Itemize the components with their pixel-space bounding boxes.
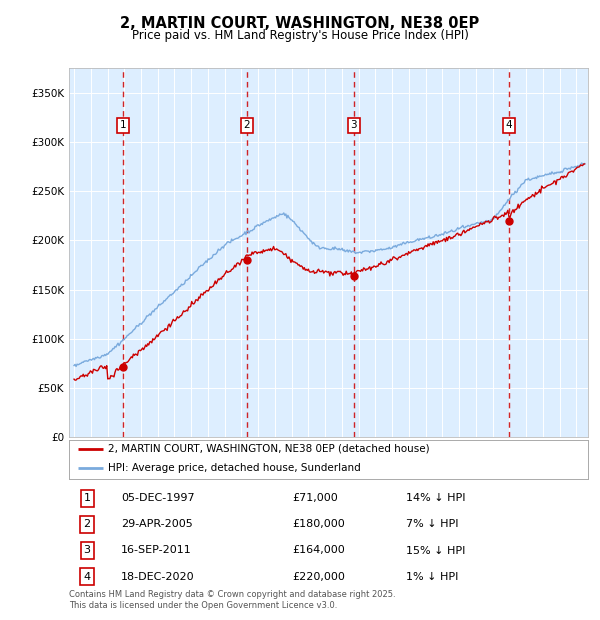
Text: 2: 2 [244,120,250,130]
Text: 4: 4 [83,572,91,582]
Text: £164,000: £164,000 [292,546,345,556]
Text: 18-DEC-2020: 18-DEC-2020 [121,572,194,582]
Text: Contains HM Land Registry data © Crown copyright and database right 2025.
This d: Contains HM Land Registry data © Crown c… [69,590,395,609]
Text: £220,000: £220,000 [292,572,345,582]
Text: 1: 1 [83,494,91,503]
Text: £180,000: £180,000 [292,520,345,529]
Text: £71,000: £71,000 [292,494,338,503]
Text: 05-DEC-1997: 05-DEC-1997 [121,494,194,503]
Text: HPI: Average price, detached house, Sunderland: HPI: Average price, detached house, Sund… [108,463,361,472]
Text: 3: 3 [83,546,91,556]
Text: 14% ↓ HPI: 14% ↓ HPI [406,494,466,503]
Text: 4: 4 [505,120,512,130]
Text: 2, MARTIN COURT, WASHINGTON, NE38 0EP (detached house): 2, MARTIN COURT, WASHINGTON, NE38 0EP (d… [108,444,430,454]
Text: 3: 3 [350,120,357,130]
Text: 15% ↓ HPI: 15% ↓ HPI [406,546,466,556]
Text: 1% ↓ HPI: 1% ↓ HPI [406,572,459,582]
Text: 7% ↓ HPI: 7% ↓ HPI [406,520,459,529]
Text: 2, MARTIN COURT, WASHINGTON, NE38 0EP: 2, MARTIN COURT, WASHINGTON, NE38 0EP [121,16,479,30]
Text: Price paid vs. HM Land Registry's House Price Index (HPI): Price paid vs. HM Land Registry's House … [131,29,469,42]
Text: 16-SEP-2011: 16-SEP-2011 [121,546,191,556]
Text: 2: 2 [83,520,91,529]
Text: 1: 1 [119,120,126,130]
Text: 29-APR-2005: 29-APR-2005 [121,520,193,529]
